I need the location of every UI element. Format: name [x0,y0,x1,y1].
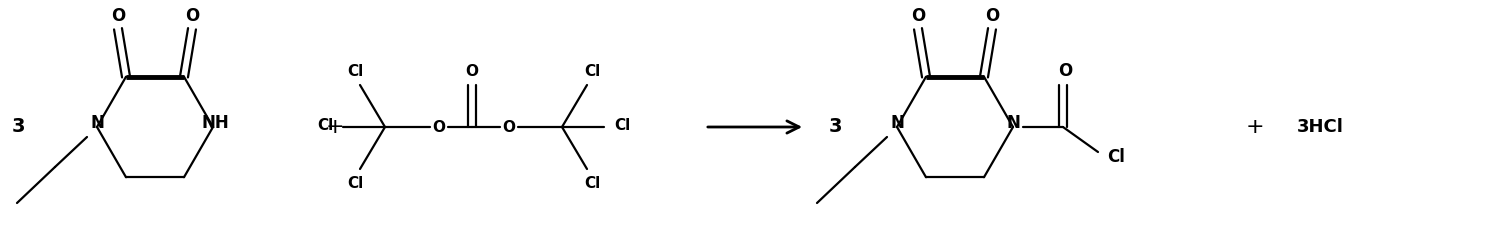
Text: Cl: Cl [584,175,601,190]
Text: O: O [502,120,516,135]
Text: Cl: Cl [614,118,631,133]
Text: O: O [186,7,199,25]
Text: Cl: Cl [347,63,364,78]
Text: O: O [985,7,999,25]
Text: N: N [1007,114,1020,132]
Text: +: + [326,117,344,137]
Text: 3: 3 [11,118,24,136]
Text: Cl: Cl [347,175,364,190]
Text: 3HCl: 3HCl [1296,118,1343,136]
Text: O: O [911,7,925,25]
Text: O: O [465,63,478,78]
Text: O: O [1058,62,1071,80]
Text: 3: 3 [828,118,842,136]
Text: Cl: Cl [317,118,333,133]
Text: O: O [433,120,445,135]
Text: N: N [890,114,904,132]
Text: +: + [1246,117,1265,137]
Text: Cl: Cl [584,63,601,78]
Text: NH: NH [201,114,229,132]
Text: O: O [110,7,125,25]
Text: Cl: Cl [1108,148,1124,166]
Text: N: N [91,114,104,132]
